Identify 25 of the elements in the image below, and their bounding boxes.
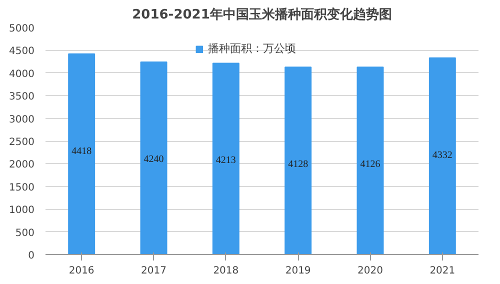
y-tick-label: 0 [28,250,35,262]
data-label: 4213 [216,155,236,166]
x-tick-label: 2021 [430,266,456,276]
chart-title: 2016-2021年中国玉米播种面积变化趋势图 [132,6,392,22]
data-label: 4128 [288,159,308,170]
data-label: 4240 [144,154,164,166]
x-tick-label: 2017 [141,266,166,276]
data-label: 4418 [72,146,92,157]
y-tick-label: 3000 [9,114,35,126]
y-tick-label: 1000 [9,205,35,216]
y-tick-label: 5000 [9,24,35,34]
data-label: 4332 [432,150,452,161]
x-tick-label: 2016 [68,266,94,276]
y-tick-label: 4000 [9,68,35,80]
y-tick-label: 500 [15,228,35,239]
legend-label: 播种面积：万公顷 [208,41,296,56]
x-tick-label: 2018 [213,266,239,276]
y-tick-label: 1500 [9,182,35,194]
y-tick-label: 2500 [9,137,35,148]
y-tick-label: 4500 [9,46,35,58]
data-label: 4126 [360,159,380,170]
x-tick-label: 2020 [358,266,383,276]
y-tick-label: 2000 [9,160,35,171]
y-tick-label: 3500 [9,92,35,103]
x-tick-label: 2019 [285,266,311,276]
